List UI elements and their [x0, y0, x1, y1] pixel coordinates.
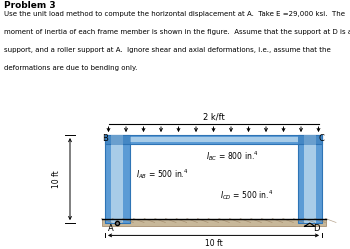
Bar: [111, 135, 124, 223]
Bar: [102, 219, 326, 226]
Text: 10 ft: 10 ft: [52, 170, 61, 188]
Text: moment of inertia of each frame member is shown in the figure.  Assume that the : moment of inertia of each frame member i…: [4, 29, 350, 35]
Text: $I_{BC}$ = 800 in.$^4$: $I_{BC}$ = 800 in.$^4$: [206, 149, 259, 163]
Text: support, and a roller support at A.  Ignore shear and axial deformations, i.e., : support, and a roller support at A. Igno…: [4, 47, 331, 53]
Bar: [105, 135, 130, 223]
Text: Problem 3: Problem 3: [4, 1, 56, 10]
Bar: [105, 135, 130, 144]
Text: 10 ft: 10 ft: [205, 239, 222, 248]
Bar: [298, 135, 322, 144]
Text: $I_{AB}$ = 500 in.$^4$: $I_{AB}$ = 500 in.$^4$: [136, 167, 189, 181]
Text: deformations are due to bending only.: deformations are due to bending only.: [4, 65, 138, 71]
Bar: [298, 135, 322, 223]
Text: C: C: [318, 134, 324, 143]
Text: Use the unit load method to compute the horizontal displacement at A.  Take E =2: Use the unit load method to compute the …: [4, 11, 345, 17]
Text: 2 k/ft: 2 k/ft: [203, 113, 224, 122]
Bar: [130, 137, 298, 142]
Text: D: D: [313, 224, 320, 233]
Text: $I_{CD}$ = 500 in.$^4$: $I_{CD}$ = 500 in.$^4$: [220, 188, 274, 202]
Bar: [304, 135, 316, 223]
Text: B: B: [103, 134, 108, 143]
Bar: [105, 135, 322, 144]
Text: A: A: [108, 224, 114, 233]
